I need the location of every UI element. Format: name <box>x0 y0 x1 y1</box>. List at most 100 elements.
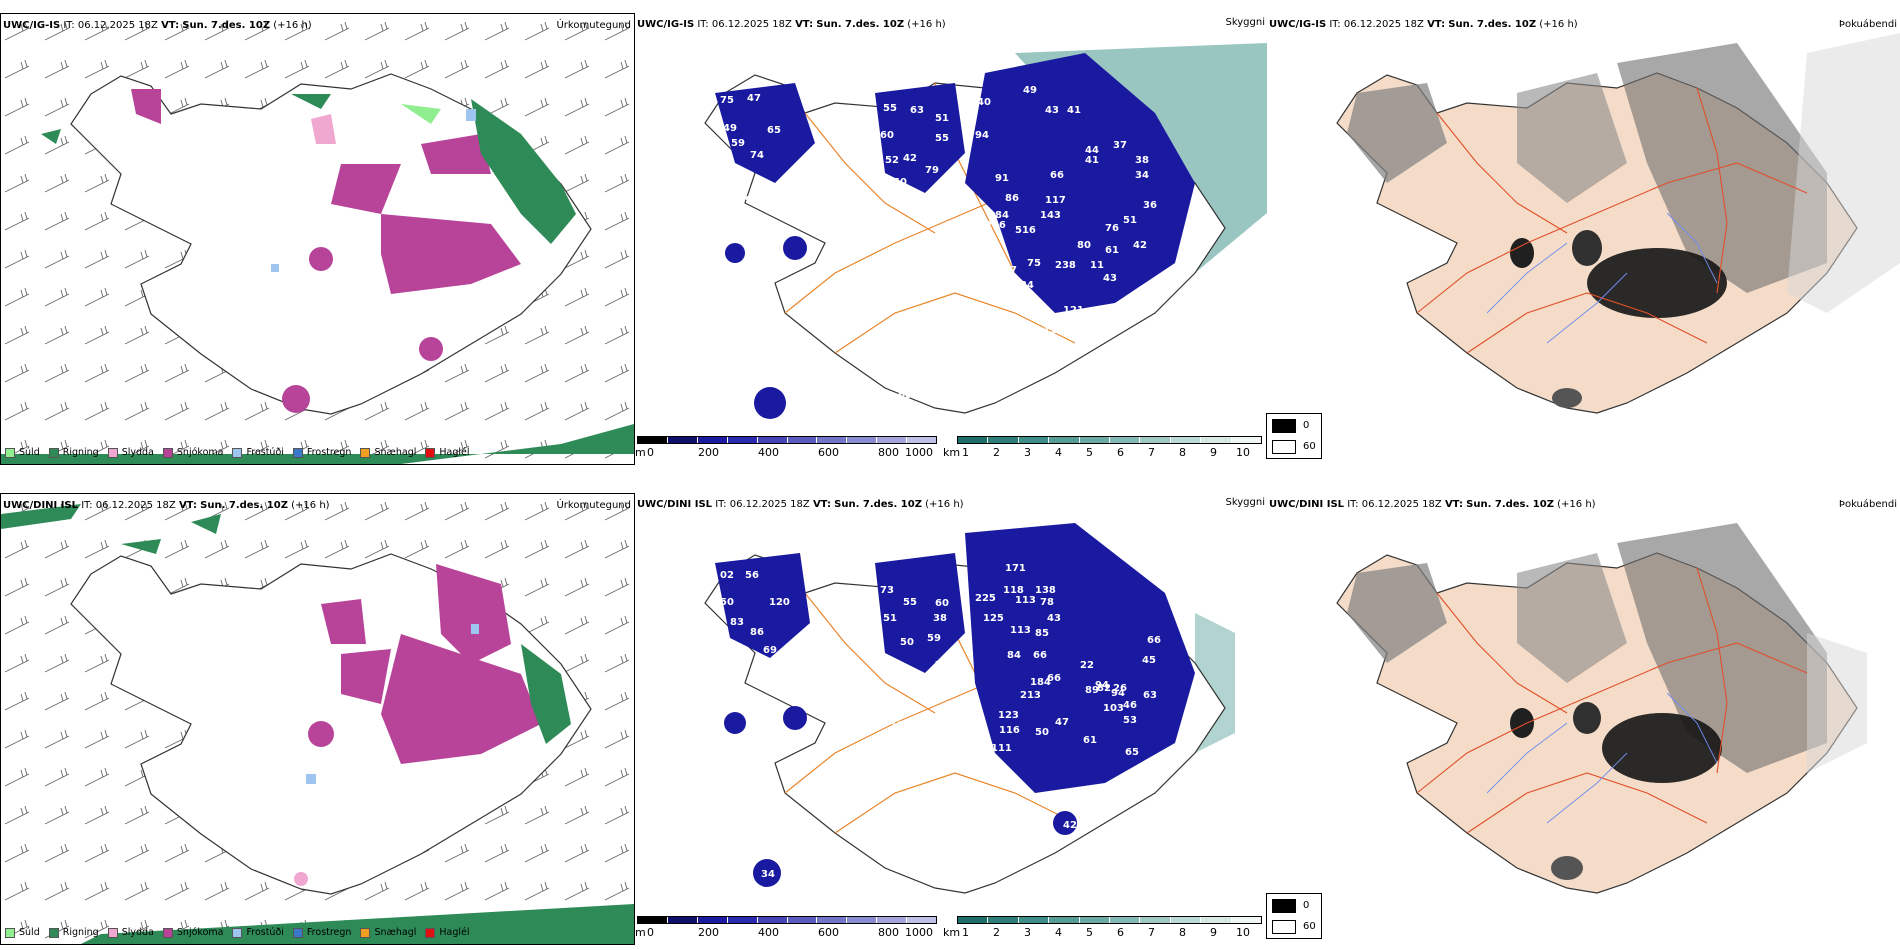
snow-tick: 200 <box>698 446 719 459</box>
snow-label: 26 <box>1113 683 1127 694</box>
cloud-panel-label-row2: Þokuábendi <box>1838 499 1897 510</box>
precip-drizzle-areas <box>401 104 441 124</box>
legend-item: Rigning <box>48 447 99 458</box>
legend-item: Snæhagl <box>360 447 416 458</box>
snow-label: 74 <box>750 150 764 161</box>
legend-item: Súld <box>5 927 40 938</box>
precip-map-row2 <box>1 494 634 944</box>
snow-tick: 800 <box>878 926 899 939</box>
snow-label: 117 <box>1045 195 1066 206</box>
snow-panel-label-row1: Skyggni <box>1225 17 1265 28</box>
snow-label: 76 <box>1105 223 1119 234</box>
snow-label: 118 <box>1003 585 1024 596</box>
snow-depth-labels: 75 47 49 59 65 74 75 92 55 63 60 51 55 5… <box>720 85 1157 401</box>
snow-label: 516 <box>1015 225 1036 236</box>
snow-colorbar-row1 <box>637 436 937 444</box>
vis-tick: 8 <box>1179 926 1186 939</box>
precip-map-row1 <box>1 14 634 464</box>
snow-label: 79 <box>925 165 939 176</box>
snow-label: 55 <box>935 133 949 144</box>
snow-map-row2: 02 56 50 120 83 86 69 73 55 51 50 59 60 … <box>704 523 1235 894</box>
snow-label: 57 <box>937 717 951 728</box>
snow-label: 94 <box>1095 680 1109 691</box>
snow-label: 65 <box>767 125 781 136</box>
snow-label: 75 <box>720 95 734 106</box>
vis-unit: km <box>943 926 961 939</box>
snow-label: 231 <box>957 717 978 728</box>
snow-label: 121 <box>1063 305 1084 316</box>
snow-label: 46 <box>1123 700 1137 711</box>
vis-colorbar-row2 <box>957 916 1262 924</box>
snow-label: 51 <box>1123 215 1137 226</box>
snow-label: 11 <box>1090 260 1104 271</box>
snow-tick: 400 <box>758 926 779 939</box>
snow-label: 49 <box>723 123 737 134</box>
snow-label: 60 <box>935 598 949 609</box>
snow-label: 60 <box>898 390 912 401</box>
vis-tick: 10 <box>1236 446 1250 459</box>
snow-tick: 200 <box>698 926 719 939</box>
precip-title-row2: UWC/DINI ISL IT: 06.12.2025 18Z VT: Sun.… <box>3 500 330 511</box>
snow-label: 120 <box>769 597 790 608</box>
snow-label: 123 <box>998 710 1019 721</box>
snow-label: 47 <box>1055 717 1069 728</box>
snow-label: 63 <box>910 105 924 116</box>
vis-tick: 1 <box>962 446 969 459</box>
snow-label: 65 <box>1125 747 1139 758</box>
precip-rain-areas <box>1 504 634 944</box>
legend-swatch-dark <box>1272 419 1296 433</box>
vis-tick: 7 <box>1148 926 1155 939</box>
vis-tick: 5 <box>1086 926 1093 939</box>
cloud-map-row2 <box>1336 523 1867 894</box>
legend-label: 60 <box>1303 921 1316 932</box>
fog-shading <box>1347 33 1900 408</box>
snow-tick: 0 <box>647 446 654 459</box>
snow-label: 53 <box>1123 715 1137 726</box>
legend-item: Snjókoma <box>162 447 223 458</box>
legend-item: Haglél <box>425 927 470 938</box>
snow-label: 89 <box>1085 685 1099 696</box>
snow-label: 84 <box>995 210 1009 221</box>
legend-item: Haglél <box>425 447 470 458</box>
vis-tick: 3 <box>1024 926 1031 939</box>
precip-sleet-areas <box>311 114 336 144</box>
snow-label: 171 <box>1005 563 1026 574</box>
snow-label: 59 <box>731 138 745 149</box>
snow-label: 38 <box>933 613 947 624</box>
legend-item: Frostúði <box>232 447 284 458</box>
snow-label: 34 <box>1135 170 1149 181</box>
river-network <box>1486 692 1718 824</box>
snow-panel-row1: 75 47 49 59 65 74 75 92 55 63 60 51 55 5… <box>635 13 1267 465</box>
snow-panel-row2: 02 56 50 120 83 86 69 73 55 51 50 59 60 … <box>635 493 1267 945</box>
snow-label: 56 <box>745 570 759 581</box>
vis-tick: 2 <box>993 926 1000 939</box>
precip-panel-row1: UWC/IG-IS IT: 06.12.2025 18Z VT: Sun. 7.… <box>0 13 635 465</box>
precip-freezing-drizzle-areas <box>306 624 479 784</box>
road-network <box>1416 567 1808 834</box>
snow-panel-label-row2: Skyggni <box>1225 497 1265 508</box>
snow-label: 41 <box>1067 105 1081 116</box>
legend-item: Snjókoma <box>162 927 223 938</box>
snow-label: 84 <box>1007 650 1021 661</box>
snow-label: 52 <box>885 155 899 166</box>
cloud-legend-row1: 0 60 <box>1266 413 1322 459</box>
snow-label: 50 <box>900 637 914 648</box>
snow-title-row1: UWC/IG-IS IT: 06.12.2025 18Z VT: Sun. 7.… <box>637 19 946 30</box>
snow-label: 50 <box>1035 727 1049 738</box>
snow-label: 66 <box>1050 170 1064 181</box>
cloud-title-row2: UWC/DINI ISL IT: 06.12.2025 18Z VT: Sun.… <box>1269 499 1596 510</box>
snow-label: 61 <box>1083 735 1097 746</box>
snow-label: 75 <box>770 187 784 198</box>
snow-label: 02 <box>720 570 734 581</box>
precip-rain-areas <box>1 94 634 464</box>
snow-label: 22 <box>1080 660 1094 671</box>
snow-label: 60 <box>938 253 952 264</box>
precip-freezing-drizzle-areas <box>271 109 476 272</box>
snow-label: 86 <box>750 627 764 638</box>
snow-label: 86 <box>1005 193 1019 204</box>
snow-label: 94 <box>1111 688 1125 699</box>
vis-unit: km <box>943 446 961 459</box>
vis-tick: 4 <box>1055 446 1062 459</box>
precip-legend-row2: Súld Rigning Slydda Snjókoma Frostúði Fr… <box>5 927 479 938</box>
snow-label: 184 <box>1030 677 1051 688</box>
